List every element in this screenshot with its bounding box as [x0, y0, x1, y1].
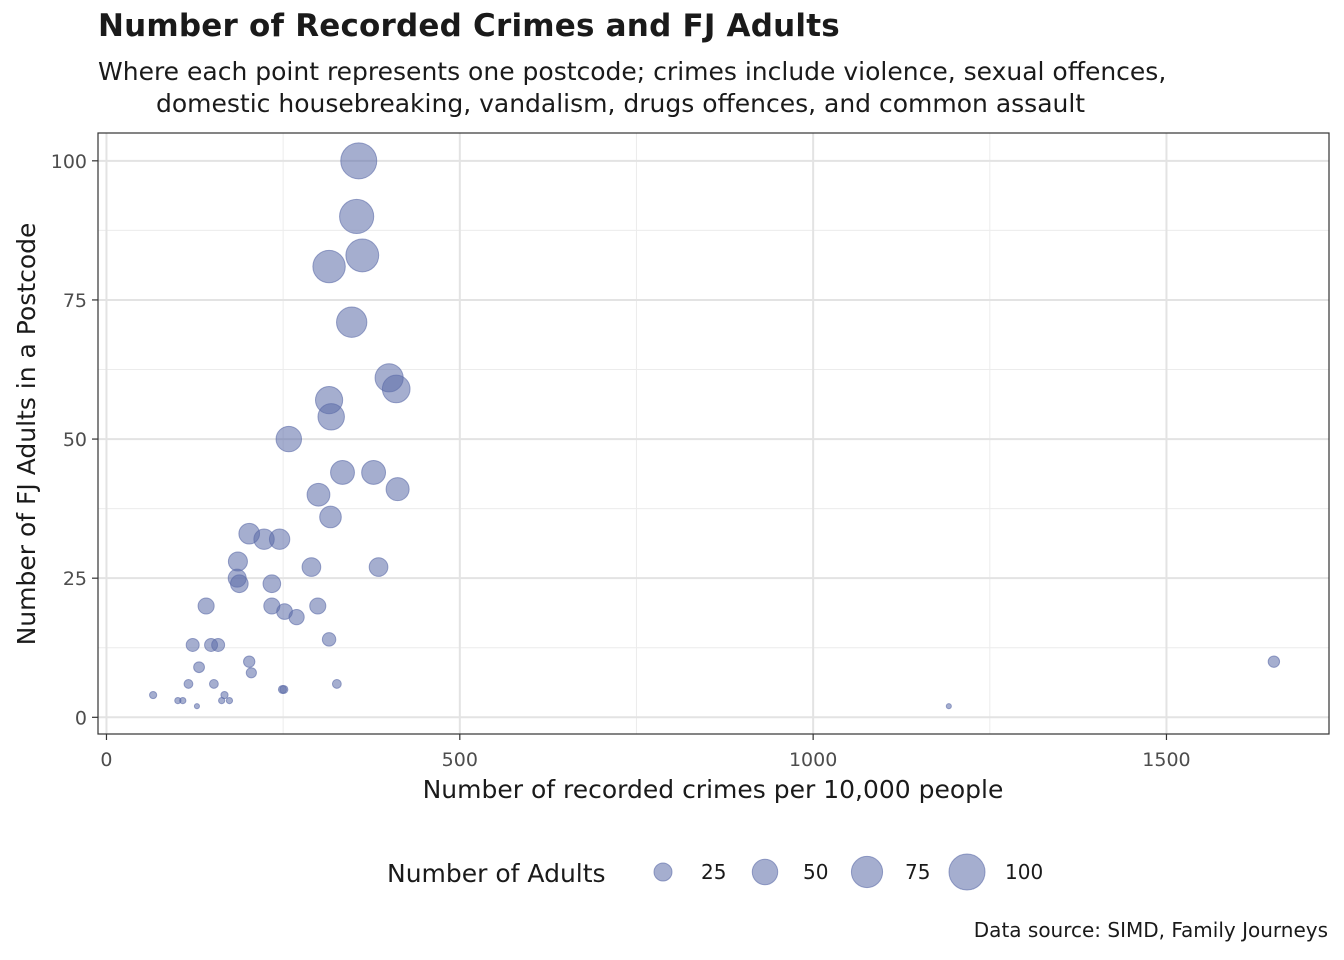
y-tick-label: 100: [51, 151, 87, 173]
data-point: [208, 679, 219, 689]
chart-title: Number of Recorded Crimes and FJ Adults: [98, 8, 840, 44]
legend-size-key: [653, 862, 673, 882]
points-layer: [149, 142, 1281, 710]
x-tick-label: 0: [100, 749, 112, 771]
legend-size-label: 25: [701, 860, 726, 884]
data-point: [330, 460, 355, 485]
data-point: [279, 684, 289, 695]
legend-size-label: 100: [1005, 860, 1043, 884]
x-tick-label: 1500: [1142, 749, 1190, 771]
chart-subtitle-line-2: domestic housebreaking, vandalism, drugs…: [156, 89, 1086, 118]
data-point: [243, 655, 256, 668]
data-point: [345, 238, 380, 273]
data-point: [321, 632, 337, 647]
x-axis-title: Number of recorded crimes per 10,000 peo…: [423, 775, 1004, 804]
data-point: [218, 696, 226, 705]
data-point: [225, 696, 234, 705]
y-tick-label: 75: [63, 290, 87, 312]
legend-size-label: 50: [803, 860, 828, 884]
data-point: [230, 574, 249, 594]
data-point: [288, 609, 305, 626]
legend-size-label: 75: [905, 860, 930, 884]
data-source-caption: Data source: SIMD, Family Journeys: [973, 918, 1328, 942]
y-axis-title: Number of FJ Adults in a Postcode: [12, 223, 41, 646]
y-tick-label: 0: [75, 707, 87, 729]
y-tick-label: 50: [63, 429, 87, 451]
data-point: [193, 661, 205, 674]
axis-ticks-layer: 0 500 1000 1500 0 25 50 75 100: [51, 151, 1191, 771]
x-tick-label: 500: [442, 749, 478, 771]
data-point: [1267, 655, 1281, 668]
data-point: [193, 703, 200, 710]
data-point: [275, 425, 303, 453]
data-point: [268, 528, 291, 550]
data-point: [183, 679, 194, 689]
data-point: [309, 597, 327, 615]
data-point: [262, 574, 282, 594]
data-point: [245, 667, 257, 679]
plot-panel-border: [97, 132, 1330, 735]
legend-size-key: [948, 853, 986, 891]
data-point: [306, 482, 331, 507]
legend-title: Number of Adults: [387, 859, 606, 888]
legend-size-key: [850, 855, 884, 889]
data-point: [227, 551, 248, 572]
data-point: [361, 460, 387, 485]
data-point: [301, 557, 322, 577]
data-point: [945, 703, 952, 710]
chart-subtitle-line-1: Where each point represents one postcode…: [98, 57, 1167, 86]
chart-subtitle: Where each point represents one postcode…: [98, 56, 1166, 120]
x-tick-label: 1000: [789, 749, 837, 771]
data-point: [331, 679, 342, 689]
data-point: [385, 477, 410, 502]
data-point: [185, 637, 200, 652]
data-point: [312, 249, 346, 284]
data-point: [149, 690, 158, 700]
y-tick-label: 25: [63, 568, 87, 590]
data-point: [339, 198, 375, 235]
data-point: [317, 403, 345, 431]
grid-layer: [98, 133, 1329, 734]
data-point: [336, 306, 368, 338]
data-point: [340, 142, 378, 180]
legend-size-key: [751, 858, 779, 886]
data-point: [211, 637, 226, 652]
data-point: [197, 597, 215, 615]
data-point: [319, 505, 342, 529]
data-point: [381, 374, 411, 404]
data-point: [179, 696, 187, 705]
data-point: [368, 557, 389, 577]
size-legend: Number of Adults 25 50 75 100: [387, 853, 1043, 891]
